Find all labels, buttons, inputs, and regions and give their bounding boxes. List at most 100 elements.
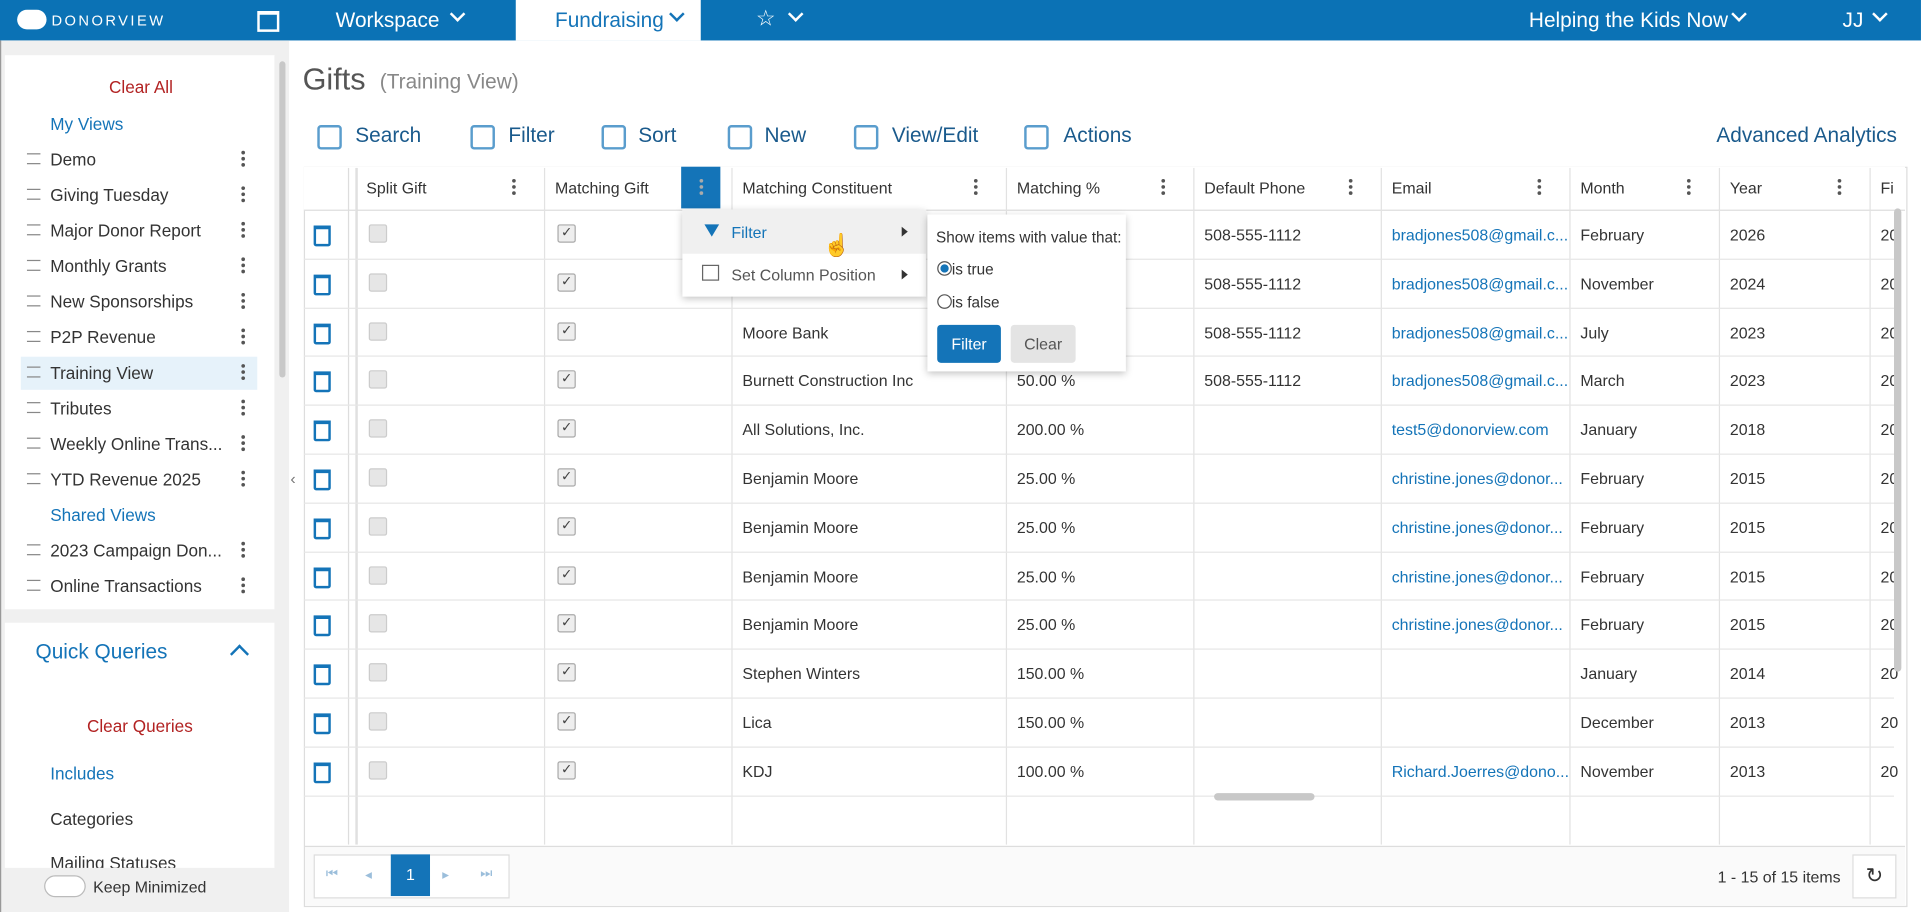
radio-label[interactable]: is true — [951, 261, 994, 279]
view-item[interactable]: Training View — [50, 362, 154, 383]
keep-minimized[interactable]: Keep Minimized — [93, 877, 207, 897]
cell[interactable]: Richard.Joerres@dono... — [1391, 762, 1570, 781]
cell[interactable]: bradjones508@gmail.c... — [1391, 323, 1569, 342]
view-item[interactable]: Online Transactions — [50, 576, 202, 596]
view-item[interactable]: Demo — [50, 149, 96, 170]
column-header[interactable]: Split Gift — [366, 178, 427, 198]
includes[interactable]: Includes — [50, 763, 115, 784]
column-menu[interactable] — [1686, 178, 1691, 196]
cell[interactable]: bradjones508@gmail.c... — [1391, 371, 1569, 391]
collapse-sidebar[interactable]: ‹ — [290, 469, 296, 488]
column-menu[interactable] — [511, 178, 516, 196]
view-menu[interactable] — [240, 221, 246, 239]
pager-nav[interactable]: ⏮ — [325, 866, 339, 882]
clear-all[interactable]: Clear All — [109, 77, 173, 97]
column-menu[interactable] — [1836, 178, 1842, 196]
shared-views[interactable]: Shared Views — [50, 505, 156, 525]
view-item[interactable]: Giving Tuesday — [50, 185, 169, 205]
view-menu[interactable] — [240, 435, 246, 452]
toolbar-button[interactable]: Filter — [508, 123, 555, 148]
view-menu[interactable] — [240, 150, 246, 168]
toolbar-button[interactable]: Actions — [1063, 123, 1132, 148]
menu-item[interactable]: Set Column Position — [731, 265, 876, 285]
toolbar-button[interactable]: New — [764, 123, 807, 148]
radio[interactable] — [937, 261, 952, 276]
toolbar-button[interactable]: View/Edit — [891, 123, 979, 148]
radio-label[interactable]: is false — [951, 294, 1000, 312]
cell[interactable]: christine.jones@donor... — [1391, 567, 1563, 586]
delete-button[interactable] — [313, 567, 331, 588]
view-menu[interactable] — [240, 364, 246, 381]
view-item[interactable]: 2023 Campaign Don... — [50, 540, 222, 561]
view-item[interactable]: P2P Revenue — [50, 327, 156, 347]
view-item[interactable]: Weekly Online Trans... — [50, 433, 223, 454]
delete-button[interactable] — [313, 518, 331, 540]
pager-nav[interactable]: ⏭ — [480, 866, 493, 882]
toggle[interactable] — [44, 875, 86, 898]
view-item[interactable]: New Sponsorships — [50, 291, 194, 312]
quick-queries[interactable]: Quick Queries — [35, 639, 168, 664]
current-page[interactable]: 1 — [390, 854, 431, 897]
cell[interactable]: christine.jones@donor... — [1391, 469, 1563, 488]
org-menu[interactable]: Helping the Kids Now — [1528, 8, 1729, 32]
view-menu[interactable] — [240, 186, 246, 203]
column-header[interactable]: Fi — [1880, 178, 1894, 198]
delete-button[interactable] — [313, 225, 331, 247]
delete-button[interactable] — [313, 713, 331, 735]
view-menu[interactable] — [240, 399, 246, 417]
column-menu[interactable] — [1160, 178, 1166, 196]
filter-button[interactable]: Filter — [937, 324, 1001, 363]
clear-queries[interactable]: Clear Queries — [86, 715, 193, 736]
categories[interactable]: Categories — [50, 809, 134, 829]
delete-button[interactable] — [313, 323, 331, 344]
cell[interactable]: test5@donorview.com — [1391, 420, 1549, 440]
delete-button[interactable] — [313, 469, 331, 491]
mailing[interactable]: Mailing Statuses — [50, 853, 177, 868]
toolbar-button[interactable]: Sort — [638, 123, 677, 148]
column-header[interactable]: Email — [1391, 178, 1432, 198]
active-menu-button[interactable] — [681, 166, 721, 209]
radio[interactable] — [937, 294, 952, 309]
delete-button[interactable] — [313, 664, 331, 686]
workspace-menu[interactable]: Workspace — [335, 8, 440, 32]
column-header[interactable]: Month — [1580, 178, 1625, 198]
column-header[interactable]: Matching Constituent — [742, 178, 893, 198]
view-item[interactable]: Tributes — [50, 398, 112, 418]
toolbar-button[interactable]: Search — [355, 123, 422, 148]
clear-button[interactable]: Clear — [1010, 324, 1076, 363]
delete-button[interactable] — [313, 420, 331, 442]
column-menu[interactable] — [698, 178, 704, 196]
favorites-icon[interactable]: ☆ — [755, 6, 776, 31]
view-menu[interactable] — [240, 257, 246, 274]
column-menu[interactable] — [1536, 178, 1542, 196]
advanced-analytics[interactable]: Advanced Analytics — [1716, 123, 1897, 148]
home-icon[interactable] — [257, 11, 280, 32]
cell[interactable]: bradjones508@gmail.c... — [1391, 274, 1569, 293]
delete-button[interactable] — [313, 371, 331, 393]
column-menu[interactable] — [1348, 178, 1353, 196]
view-item[interactable]: YTD Revenue 2025 — [50, 469, 201, 490]
pager-nav[interactable]: ▸ — [442, 867, 450, 883]
column-header[interactable]: Matching Gift — [554, 178, 649, 198]
view-menu[interactable] — [240, 541, 246, 559]
column-header[interactable]: Year — [1729, 178, 1763, 198]
column-header[interactable]: Default Phone — [1204, 178, 1306, 198]
fundraising-menu[interactable]: Fundraising — [554, 8, 664, 32]
my-views[interactable]: My Views — [50, 113, 124, 134]
column-header[interactable]: Matching % — [1016, 178, 1101, 198]
user-menu[interactable]: JJ — [1842, 8, 1864, 32]
view-menu[interactable] — [240, 470, 246, 488]
cell[interactable]: christine.jones@donor... — [1391, 615, 1563, 635]
view-menu[interactable] — [240, 328, 246, 346]
view-menu[interactable] — [240, 577, 246, 594]
pager-nav[interactable]: ◂ — [365, 867, 372, 883]
cell[interactable]: christine.jones@donor... — [1391, 518, 1563, 537]
view-item[interactable]: Monthly Grants — [50, 256, 167, 276]
column-menu[interactable] — [973, 178, 978, 196]
delete-button[interactable] — [313, 274, 331, 296]
delete-button[interactable] — [313, 762, 331, 784]
view-item[interactable]: Major Donor Report — [50, 220, 201, 241]
menu-item[interactable]: Filter — [731, 223, 767, 242]
cell[interactable]: bradjones508@gmail.c... — [1391, 225, 1569, 244]
refresh[interactable]: ↻ — [1852, 854, 1897, 899]
